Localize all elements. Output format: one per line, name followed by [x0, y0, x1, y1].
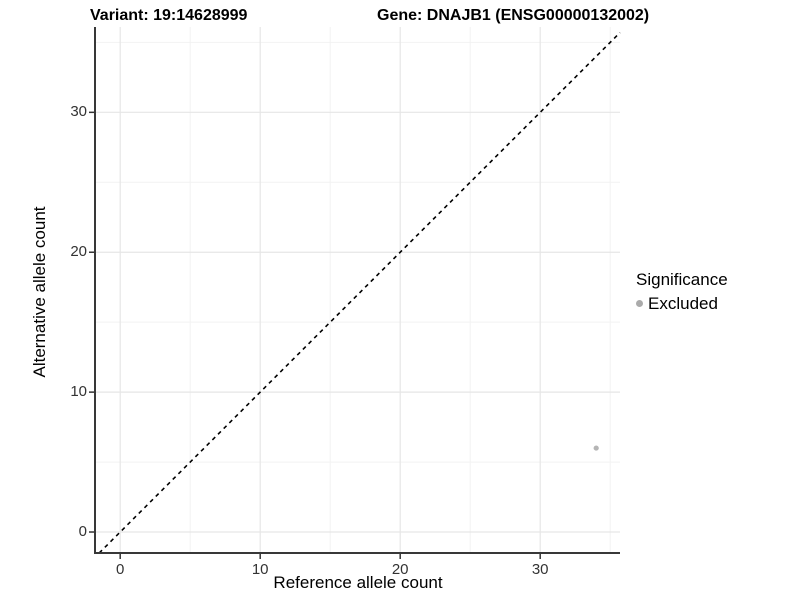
y-tick-label: 20 — [70, 243, 87, 261]
y-tick-label: 30 — [70, 103, 87, 121]
x-tick-label: 0 — [116, 561, 125, 578]
x-tick-label: 10 — [251, 561, 269, 578]
plot-title-gene: Gene: DNAJB1 (ENSG00000132002) — [377, 7, 650, 24]
legend: Significance Excluded — [636, 269, 728, 314]
legend-point-icon — [636, 300, 643, 307]
x-tick-label: 20 — [391, 561, 409, 578]
identity-reference-line — [98, 32, 621, 554]
x-axis-title: Reference allele count — [273, 573, 443, 592]
plot-title-variant: Variant: 19:14628999 — [90, 7, 248, 24]
data-point-excluded — [593, 445, 599, 451]
x-tick-label: 30 — [531, 561, 549, 578]
y-axis-title: Alternative allele count — [30, 206, 49, 378]
y-tick-label: 0 — [78, 523, 87, 541]
legend-entry-excluded: Excluded — [636, 293, 728, 314]
legend-entry-label: Excluded — [648, 294, 718, 313]
y-tick-label: 10 — [70, 383, 87, 401]
legend-title: Significance — [636, 270, 728, 289]
